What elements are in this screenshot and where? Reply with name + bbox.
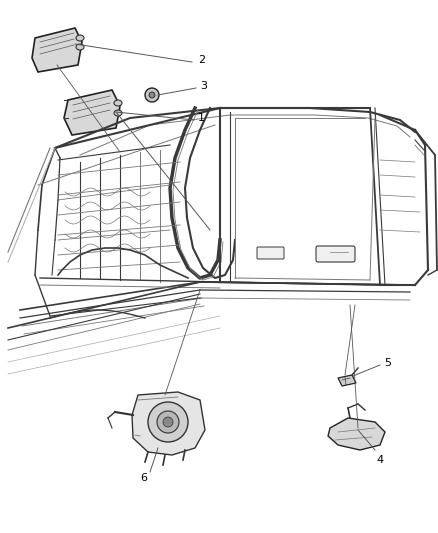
Circle shape <box>163 417 173 427</box>
Text: 2: 2 <box>198 55 205 65</box>
Text: 5: 5 <box>384 358 391 368</box>
Ellipse shape <box>114 100 122 106</box>
FancyBboxPatch shape <box>316 246 355 262</box>
FancyBboxPatch shape <box>257 247 284 259</box>
Polygon shape <box>64 90 120 135</box>
Text: 6: 6 <box>140 473 147 483</box>
Circle shape <box>149 92 155 98</box>
Ellipse shape <box>76 44 84 50</box>
Circle shape <box>145 88 159 102</box>
Polygon shape <box>132 392 205 455</box>
Text: 4: 4 <box>376 455 383 465</box>
Polygon shape <box>338 375 356 386</box>
Text: 1: 1 <box>198 113 205 123</box>
Ellipse shape <box>114 110 122 116</box>
Circle shape <box>148 402 188 442</box>
Polygon shape <box>328 418 385 450</box>
Ellipse shape <box>76 35 84 41</box>
Polygon shape <box>32 28 82 72</box>
Circle shape <box>157 411 179 433</box>
Text: 3: 3 <box>200 81 207 91</box>
